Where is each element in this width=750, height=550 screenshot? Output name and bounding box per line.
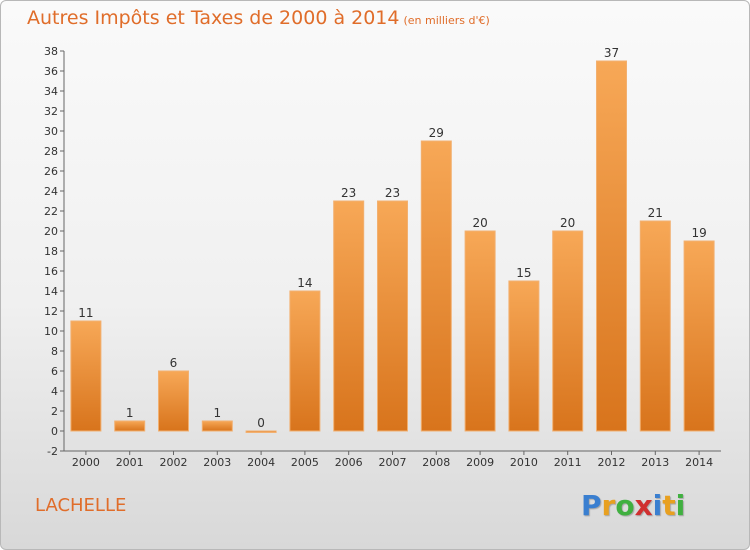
logo-letter: o [615, 489, 635, 522]
bar [70, 320, 102, 432]
bar [201, 420, 233, 432]
y-tick-label: 6 [51, 365, 58, 378]
bar [420, 140, 452, 432]
x-tick-label: 2010 [510, 456, 538, 469]
logo-letter: i [652, 489, 663, 522]
y-tick-label: 10 [44, 325, 58, 338]
y-tick-label: 26 [44, 165, 58, 178]
y-tick-label: 4 [51, 385, 58, 398]
y-tick-label: 38 [44, 45, 58, 58]
bar-value-label: 29 [429, 126, 444, 140]
x-tick-label: 2013 [641, 456, 669, 469]
bar-value-label: 6 [170, 356, 178, 370]
y-tick-label: 28 [44, 145, 58, 158]
chart-bars [70, 60, 715, 433]
logo-letter: r [601, 489, 616, 522]
bar-value-label: 19 [691, 226, 706, 240]
bar-value-label: 1 [213, 406, 221, 420]
proxiti-logo: Proxiti [581, 489, 685, 522]
logo-letter: i [675, 489, 686, 522]
y-tick-label: -2 [47, 445, 58, 458]
x-tick-label: 2007 [379, 456, 407, 469]
y-tick-label: 12 [44, 305, 58, 318]
x-tick-label: 2011 [554, 456, 582, 469]
bar [158, 370, 189, 432]
y-tick-label: 30 [44, 125, 58, 138]
x-tick-label: 2000 [72, 456, 100, 469]
y-tick-label: 20 [44, 225, 58, 238]
bar [333, 200, 365, 432]
bar-value-label: 14 [297, 276, 312, 290]
bar [377, 200, 408, 432]
y-tick-label: 14 [44, 285, 58, 298]
x-tick-label: 2002 [160, 456, 188, 469]
x-tick-label: 2001 [116, 456, 144, 469]
chart-subtitle: (en milliers d'€) [403, 14, 490, 27]
bar-value-label: 21 [648, 206, 663, 220]
x-tick-label: 2008 [422, 456, 450, 469]
bar [639, 220, 671, 432]
bar [245, 430, 277, 433]
bar-value-label: 15 [516, 266, 531, 280]
bar [289, 290, 321, 432]
logo-letter: P [581, 489, 602, 522]
chart-title-text: Autres Impôts et Taxes de 2000 à 2014 [27, 7, 400, 29]
location-label: LACHELLE [35, 495, 127, 516]
x-tick-label: 2009 [466, 456, 494, 469]
bar [596, 60, 627, 432]
x-tick-label: 2012 [598, 456, 626, 469]
y-tick-label: 16 [44, 265, 58, 278]
x-tick-label: 2006 [335, 456, 363, 469]
x-tick-label: 2005 [291, 456, 319, 469]
y-tick-label: 22 [44, 205, 58, 218]
y-tick-label: 0 [51, 425, 58, 438]
y-tick-label: 8 [51, 345, 58, 358]
x-tick-label: 2003 [203, 456, 231, 469]
y-tick-label: 32 [44, 105, 58, 118]
y-tick-label: 36 [44, 65, 58, 78]
bar [683, 240, 715, 432]
bar-value-label: 20 [560, 216, 575, 230]
bar-value-label: 11 [78, 306, 93, 320]
x-tick-label: 2004 [247, 456, 275, 469]
logo-letter: t [662, 489, 676, 522]
bar [508, 280, 540, 432]
bar-value-label: 23 [341, 186, 356, 200]
chart-axes: -202468101214161820222426283032343638200… [44, 45, 721, 469]
chart-title: Autres Impôts et Taxes de 2000 à 2014 (en… [27, 7, 490, 29]
bar [114, 420, 146, 432]
bar-value-label: 37 [604, 46, 619, 60]
bar [552, 230, 584, 432]
y-tick-label: 2 [51, 405, 58, 418]
bar-value-label: 0 [257, 416, 265, 430]
y-tick-label: 24 [44, 185, 58, 198]
bar-value-label: 20 [472, 216, 487, 230]
bar-value-label: 23 [385, 186, 400, 200]
bar [464, 230, 496, 432]
y-tick-label: 18 [44, 245, 58, 258]
y-tick-label: 34 [44, 85, 58, 98]
logo-letter: x [634, 489, 653, 522]
x-tick-label: 2014 [685, 456, 713, 469]
bar-value-label: 1 [126, 406, 134, 420]
